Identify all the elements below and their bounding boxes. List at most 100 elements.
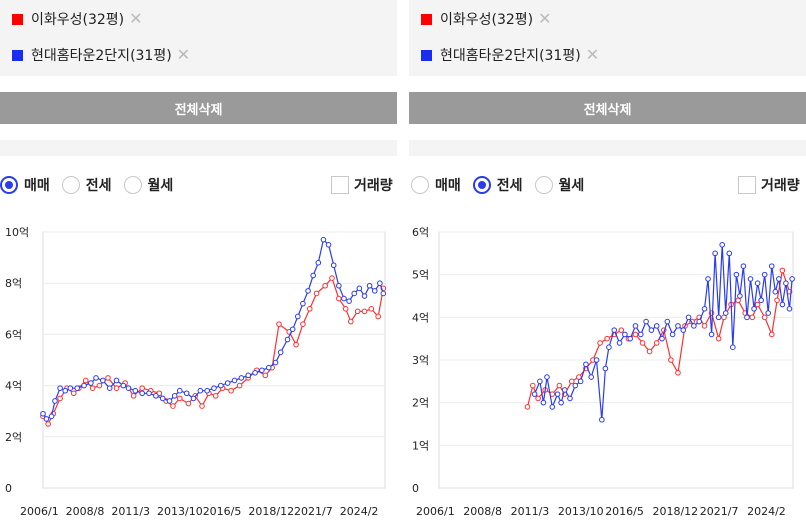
data-point[interactable]: [719, 242, 726, 248]
data-point[interactable]: [653, 323, 660, 329]
volume-checkbox[interactable]: 거래량: [738, 174, 800, 196]
data-point[interactable]: [52, 398, 58, 404]
data-point[interactable]: [627, 335, 633, 342]
data-point[interactable]: [786, 306, 793, 312]
data-point[interactable]: [568, 378, 575, 385]
radio-dot-icon[interactable]: [61, 176, 80, 194]
data-point[interactable]: [330, 262, 337, 269]
data-point[interactable]: [740, 263, 747, 269]
data-point[interactable]: [668, 357, 674, 363]
remove-x-icon[interactable]: ✕: [176, 45, 191, 64]
data-point[interactable]: [602, 365, 609, 372]
data-point[interactable]: [356, 285, 363, 292]
data-point[interactable]: [336, 295, 342, 302]
data-point[interactable]: [146, 390, 152, 397]
data-point[interactable]: [653, 340, 660, 346]
data-point[interactable]: [639, 340, 646, 346]
data-point[interactable]: [310, 272, 316, 279]
data-point[interactable]: [62, 387, 69, 394]
data-point[interactable]: [361, 293, 368, 299]
data-point[interactable]: [768, 263, 775, 269]
data-point[interactable]: [293, 341, 299, 348]
data-point[interactable]: [544, 374, 550, 380]
data-point[interactable]: [730, 344, 736, 350]
data-point[interactable]: [747, 276, 754, 282]
data-point[interactable]: [701, 323, 708, 329]
data-point[interactable]: [558, 399, 564, 406]
data-point[interactable]: [754, 301, 761, 308]
data-point[interactable]: [751, 306, 757, 312]
data-point[interactable]: [371, 288, 378, 294]
data-point[interactable]: [190, 395, 197, 402]
data-point[interactable]: [659, 335, 665, 342]
data-point[interactable]: [272, 359, 279, 366]
data-point[interactable]: [245, 372, 251, 379]
data-point[interactable]: [89, 385, 96, 391]
data-point[interactable]: [81, 382, 87, 389]
data-point[interactable]: [691, 323, 697, 329]
remove-x-icon[interactable]: ✕: [538, 9, 552, 28]
data-point[interactable]: [336, 282, 342, 289]
data-point[interactable]: [535, 395, 541, 402]
data-point[interactable]: [57, 385, 63, 391]
data-point[interactable]: [329, 275, 335, 281]
data-point[interactable]: [380, 290, 387, 297]
radio-dot-icon[interactable]: [0, 176, 18, 194]
data-point[interactable]: [680, 327, 687, 333]
data-point[interactable]: [300, 321, 306, 327]
data-point[interactable]: [346, 298, 352, 304]
data-point[interactable]: [761, 271, 768, 278]
delete-all-button[interactable]: 전체삭제: [409, 92, 806, 124]
data-point[interactable]: [159, 395, 166, 402]
remove-x-icon[interactable]: ✕: [129, 9, 143, 28]
radio-monthly[interactable]: 월세: [534, 175, 584, 195]
data-point[interactable]: [708, 331, 715, 338]
data-point[interactable]: [354, 308, 361, 315]
radio-dot-icon[interactable]: [123, 176, 142, 194]
data-point[interactable]: [524, 404, 531, 410]
data-point[interactable]: [93, 375, 99, 381]
data-point[interactable]: [616, 340, 623, 346]
data-point[interactable]: [351, 290, 358, 297]
data-point[interactable]: [377, 280, 383, 287]
data-point[interactable]: [761, 314, 768, 321]
data-point[interactable]: [113, 377, 120, 384]
data-point[interactable]: [96, 382, 103, 389]
checkbox-icon[interactable]: [738, 176, 756, 194]
data-point[interactable]: [361, 308, 368, 315]
data-point[interactable]: [348, 318, 354, 325]
data-point[interactable]: [611, 327, 618, 333]
data-point[interactable]: [204, 387, 210, 394]
data-point[interactable]: [606, 344, 612, 350]
data-point[interactable]: [604, 335, 610, 342]
data-point[interactable]: [572, 382, 579, 389]
data-point[interactable]: [632, 331, 639, 338]
data-point[interactable]: [664, 318, 671, 325]
data-point[interactable]: [549, 404, 556, 410]
data-point[interactable]: [325, 242, 332, 248]
data-point[interactable]: [185, 400, 192, 407]
data-point[interactable]: [125, 385, 132, 391]
data-point[interactable]: [170, 403, 176, 409]
data-point[interactable]: [300, 300, 306, 307]
data-point[interactable]: [177, 387, 183, 394]
data-point[interactable]: [715, 314, 722, 321]
data-point[interactable]: [315, 259, 322, 266]
data-point[interactable]: [88, 380, 94, 386]
data-point[interactable]: [531, 391, 538, 397]
data-point[interactable]: [132, 387, 139, 394]
data-point[interactable]: [306, 306, 313, 312]
data-point[interactable]: [105, 375, 111, 381]
data-point[interactable]: [599, 416, 605, 423]
data-point[interactable]: [744, 314, 750, 321]
data-point[interactable]: [74, 385, 80, 391]
radio-dot-icon[interactable]: [534, 176, 553, 194]
data-point[interactable]: [618, 327, 625, 333]
data-point[interactable]: [648, 327, 655, 333]
delete-all-button[interactable]: 전체삭제: [0, 92, 397, 124]
data-point[interactable]: [106, 385, 113, 391]
data-point[interactable]: [758, 297, 764, 304]
radio-dot-icon[interactable]: [411, 176, 429, 194]
radio-dot-icon[interactable]: [472, 176, 491, 194]
data-point[interactable]: [276, 321, 282, 327]
